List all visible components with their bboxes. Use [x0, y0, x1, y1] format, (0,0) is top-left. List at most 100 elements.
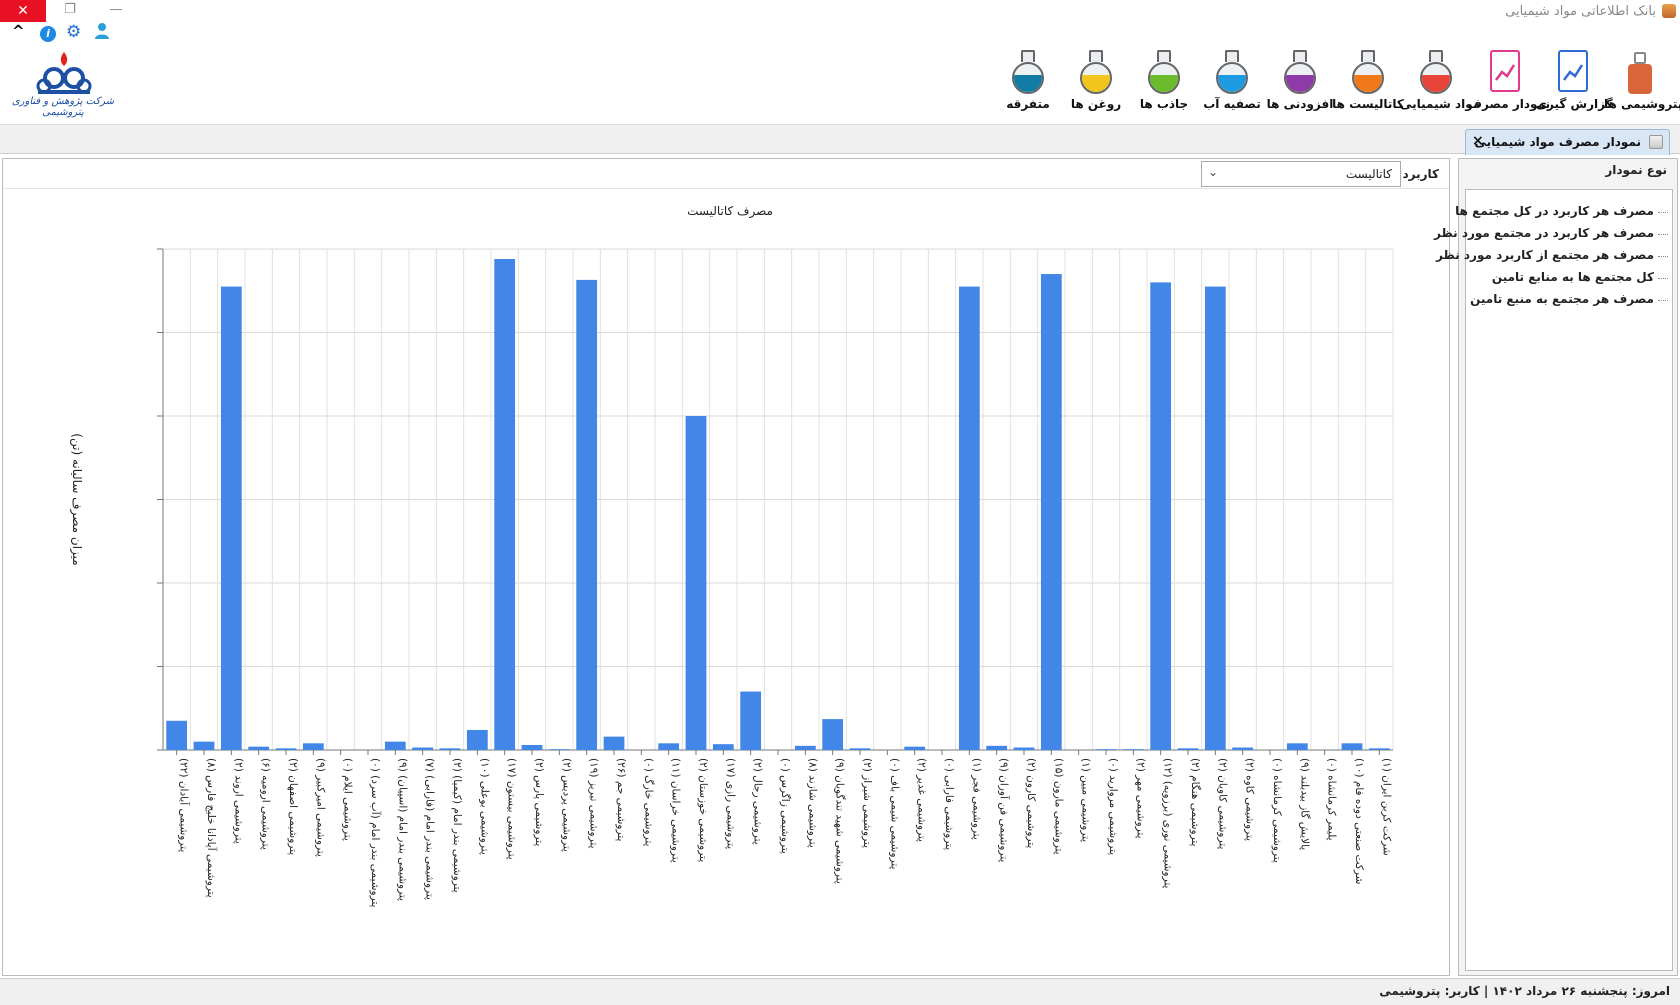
toolbar-button-label: مواد شیمیایی: [1400, 97, 1481, 111]
chart-panel: کاربرد: کاتالیست ⌄ مصرف کاتالیست میزان مص…: [2, 158, 1450, 976]
toolbar-button-label: افزودنی ها: [1266, 97, 1334, 111]
tab-close-icon[interactable]: ×: [1472, 133, 1484, 149]
toolbar-button-0[interactable]: پتروشیمی ها: [1604, 48, 1680, 120]
x-tick-label-12: پتروشیمی بیستون (۱۷): [506, 758, 518, 860]
bar-34: [1095, 749, 1117, 750]
x-tick-label-2: پتروشیمی اروند (۲): [232, 758, 244, 844]
chart-type-option-4[interactable]: مصرف هر مجتمع به منبع تامین: [1470, 292, 1654, 306]
bar-25: [849, 748, 871, 750]
x-tick-label-4: پتروشیمی اصفهان (۲): [287, 758, 299, 855]
miscellaneous-flask-icon: [1008, 48, 1048, 96]
x-tick-label-32: پتروشیمی مارون (۱۵): [1052, 758, 1064, 855]
bar-14: [548, 749, 570, 750]
usage-filter-label: کاربرد:: [1397, 167, 1439, 181]
bar-5: [302, 743, 324, 750]
toolbar-button-9[interactable]: متفرقه: [992, 48, 1064, 120]
x-tick-label-44: شرکت کربن ایران (۱): [1380, 758, 1392, 856]
x-tick-label-36: پتروشیمی نوری (برزویه) (۱۲): [1162, 758, 1174, 889]
toolbar-button-4[interactable]: کاتالیست ها: [1332, 48, 1404, 120]
bar-9: [412, 747, 434, 750]
window-maximize-button[interactable]: ❐: [64, 2, 76, 17]
x-tick-label-7: پتروشیمی بندر امام (آب سرد) (۰): [369, 758, 382, 908]
toolbar-button-label: گزارش گیری: [1536, 97, 1613, 111]
adsorbents-flask-icon: [1144, 48, 1184, 96]
x-tick-label-29: پتروشیمی فجر (۱): [970, 758, 982, 840]
bar-15: [576, 279, 598, 750]
toolbar-button-3[interactable]: مواد شیمیایی: [1400, 48, 1481, 120]
window-minimize-button[interactable]: —: [109, 2, 123, 17]
x-tick-label-26: پتروشیمی شیمی باف (۰): [888, 758, 900, 869]
chart-type-option-0[interactable]: مصرف هر کاربرد در کل مجتمع ها: [1455, 204, 1654, 218]
chevron-down-icon[interactable]: ⌄: [1208, 165, 1219, 179]
x-tick-label-23: پتروشیمی شازند (۸): [806, 758, 818, 848]
title-bar: ✕ ❐ — بانک اطلاعاتی مواد شیمیایی: [0, 0, 1680, 24]
app-icon: [1662, 4, 1676, 18]
toolbar-button-label: روغن ها: [1070, 97, 1122, 111]
chemicals-flask-icon: [1416, 48, 1456, 96]
chart-type-option-1[interactable]: مصرف هر کاربرد در مجتمع مورد نظر: [1434, 226, 1654, 240]
bar-2: [220, 286, 242, 750]
x-tick-label-41: پالایش گاز بیدبلند (۹): [1298, 758, 1311, 850]
window-close-button[interactable]: ✕: [0, 0, 46, 22]
tree-connector: [1658, 300, 1668, 301]
y-axis-label: میزان مصرف سالیانه (تن): [69, 433, 84, 565]
bar-20: [712, 744, 734, 750]
x-tick-label-40: پتروشیمی کرمانشاه (۰): [1271, 758, 1283, 863]
chart-type-option-3[interactable]: کل مجتمع ها به منابع تامین: [1491, 270, 1654, 284]
info-icon[interactable]: i: [40, 26, 56, 42]
bar-12: [494, 259, 516, 750]
x-tick-label-28: پتروشیمی فارابی (۰): [943, 758, 955, 850]
bar-21: [740, 691, 762, 750]
filter-bar: کاربرد: کاتالیست ⌄: [3, 159, 1449, 189]
x-tick-label-30: پتروشیمی فن آوران (۹): [998, 758, 1011, 862]
x-tick-label-10: پتروشیمی بندر امام (کیمیا) (۲): [451, 758, 463, 893]
user-icon[interactable]: [94, 22, 110, 44]
bar-18: [658, 743, 680, 750]
toolbar-button-label: نمودار مصرف: [1468, 97, 1551, 111]
toolbar-button-2[interactable]: نمودار مصرف: [1468, 48, 1551, 120]
bar-37: [1177, 748, 1199, 750]
x-tick-label-20: پتروشیمی رازی (۱۷): [724, 758, 736, 849]
bar-43: [1341, 743, 1363, 750]
gear-icon[interactable]: ⚙: [66, 22, 82, 42]
x-tick-label-8: پتروشیمی بندر امام (اسپیان) (۹): [396, 758, 408, 901]
x-tick-label-16: پتروشیمی جم (۲۶): [615, 758, 627, 841]
x-tick-label-14: پتروشیمی پردیس (۲): [560, 758, 572, 852]
usage-filter-select[interactable]: کاتالیست ⌄: [1201, 161, 1401, 187]
bar-35: [1122, 749, 1144, 750]
x-tick-label-22: پتروشیمی زاگرس (۰): [779, 758, 792, 854]
document-tabstrip: نمودار مصرف مواد شیمیایی ×: [0, 124, 1680, 155]
toolbar-button-7[interactable]: جاذب ها: [1128, 48, 1200, 120]
bar-36: [1150, 282, 1172, 750]
x-tick-label-38: پتروشیمی کاویان (۲): [1216, 758, 1228, 849]
toolbar-button-1[interactable]: گزارش گیری: [1536, 48, 1613, 120]
status-text: امروز: پنجشنبه ۲۶ مرداد ۱۴۰۲ | کاربر: پت…: [1379, 984, 1670, 998]
bar-39: [1232, 747, 1254, 750]
x-tick-label-24: پتروشیمی شهید تندگویان (۹): [834, 758, 847, 884]
toolbar-button-5[interactable]: افزودنی ها: [1264, 48, 1336, 120]
usage-filter-value: کاتالیست: [1345, 167, 1392, 181]
x-tick-label-31: پتروشیمی کارون (۲): [1025, 758, 1037, 848]
report-document-icon: [1552, 48, 1592, 96]
x-tick-label-37: پتروشیمی هنگام (۲): [1189, 758, 1202, 847]
oils-flask-icon: [1076, 48, 1116, 96]
bar-23: [794, 745, 816, 750]
chevron-up-icon[interactable]: ^: [12, 22, 25, 40]
bar-13: [521, 744, 543, 750]
tree-connector: [1658, 234, 1668, 235]
ribbon: [0, 24, 1680, 124]
chart-type-option-2[interactable]: مصرف هر مجتمع از کاربرد مورد نظر: [1436, 248, 1654, 262]
tree-connector: [1658, 212, 1668, 213]
tab-chemical-consumption-chart[interactable]: نمودار مصرف مواد شیمیایی ×: [1465, 129, 1670, 155]
x-tick-label-34: پتروشیمی مروارید (۰): [1107, 758, 1119, 855]
bar-27: [904, 746, 926, 750]
x-tick-label-35: پتروشیمی مهر (۲): [1134, 758, 1146, 839]
chart-tab-icon: [1649, 135, 1663, 149]
consumption-chart-icon: [1484, 48, 1524, 96]
catalyst-flask-icon: [1348, 48, 1388, 96]
bar-11: [466, 729, 488, 750]
toolbar-button-6[interactable]: تصفیه آب: [1196, 48, 1268, 120]
x-tick-label-42: پلیمر کرمانشاه (۰): [1326, 758, 1338, 841]
toolbar-button-8[interactable]: روغن ها: [1060, 48, 1132, 120]
bar-44: [1368, 748, 1390, 750]
